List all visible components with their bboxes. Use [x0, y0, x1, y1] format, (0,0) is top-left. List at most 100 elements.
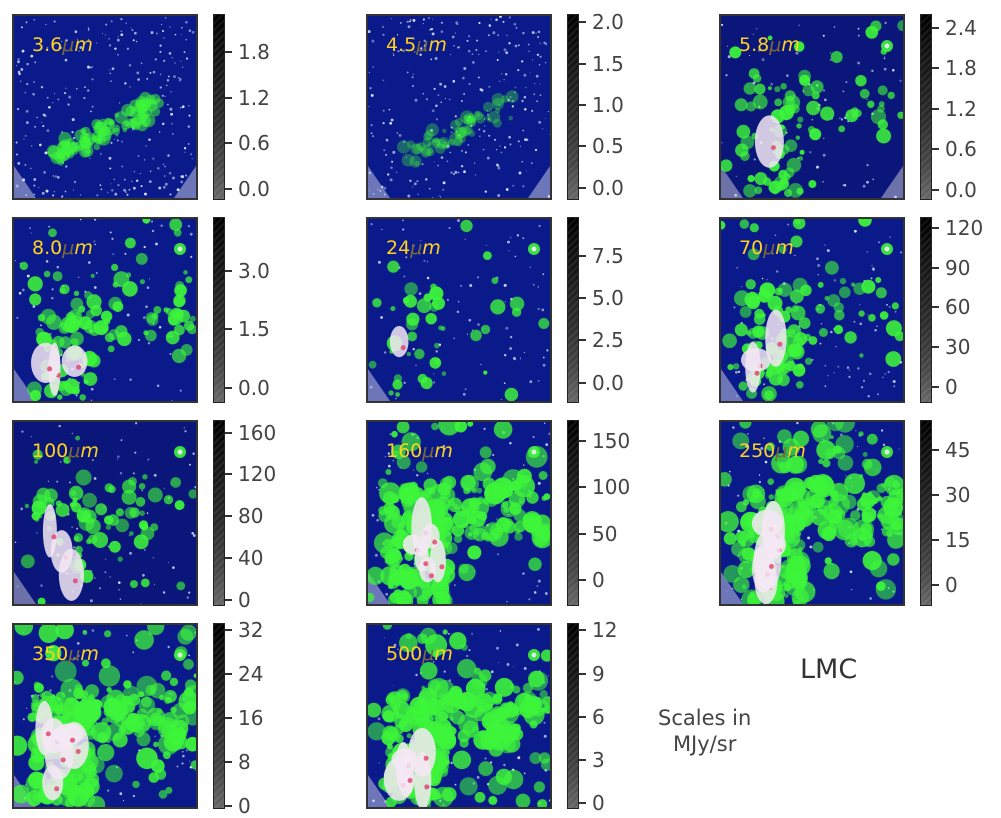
colorbar-tick-mark — [225, 717, 232, 720]
band-unit-m: m — [74, 237, 93, 259]
map-image — [14, 219, 196, 401]
map-image — [721, 16, 903, 198]
colorbar-tick-mark — [932, 266, 939, 269]
band-value: 350 — [32, 643, 69, 665]
scale-note: Scales in MJy/sr — [658, 705, 751, 757]
band-label: 8.0μm — [32, 237, 93, 259]
colorbar-tick-mark — [579, 62, 586, 65]
colorbar-tick-label: 50 — [592, 521, 618, 546]
band-unit-mu: μ — [416, 34, 429, 56]
colorbar-3.6 — [213, 14, 225, 200]
colorbar-tick-label: 5.0 — [592, 286, 624, 311]
band-label: 500μm — [386, 643, 453, 665]
colorbar-tick-label: 1.8 — [238, 40, 270, 64]
colorbar-tick-label: 0 — [945, 573, 958, 597]
map-image — [14, 625, 196, 807]
map-panel-8.0: 8.0μm — [12, 217, 198, 403]
colorbar-tick-label: 0.5 — [592, 134, 624, 159]
band-unit-mu: μ — [422, 440, 435, 462]
colorbar-tick-mark — [932, 449, 939, 451]
colorbar-tick-label: 80 — [238, 504, 264, 529]
colorbar-tick-mark — [579, 254, 586, 257]
colorbar-tick-mark — [932, 26, 939, 29]
band-unit-m: m — [434, 643, 453, 665]
band-unit-m: m — [775, 237, 794, 259]
band-unit-m: m — [428, 34, 447, 56]
colorbar-350 — [213, 623, 225, 809]
band-unit-mu: μ — [422, 643, 435, 665]
band-label: 3.6μm — [32, 34, 93, 56]
band-label: 100μm — [32, 440, 99, 462]
colorbar-tick-mark — [932, 386, 939, 389]
colorbar-tick-label: 150 — [592, 428, 631, 453]
band-value: 500 — [386, 643, 423, 665]
colorbar-tick-mark — [579, 297, 586, 300]
colorbar-tick-label: 24 — [238, 662, 264, 687]
band-value: 100 — [32, 440, 69, 462]
map-panel-500: 500μm — [366, 623, 552, 809]
colorbar-tick-mark — [225, 598, 232, 601]
map-panel-3.6: 3.6μm — [12, 14, 198, 200]
band-unit-m: m — [80, 643, 99, 665]
map-panel-100: 100μm — [12, 420, 198, 606]
band-value: 250 — [739, 440, 776, 462]
map-image — [368, 422, 550, 604]
colorbar-tick-label: 0.6 — [945, 137, 977, 162]
colorbar-tick-label: 0.6 — [238, 131, 270, 156]
colorbar-tick-label: 0.0 — [238, 375, 270, 400]
colorbar-tick-label: 60 — [945, 295, 971, 320]
colorbar-tick-mark — [932, 188, 939, 191]
colorbar-tick-label: 0.0 — [238, 176, 270, 201]
colorbar-tick-label: 3.0 — [238, 259, 270, 284]
colorbar-tick-mark — [225, 386, 232, 389]
colorbar-tick-label: 32 — [238, 618, 264, 643]
band-value: 8.0 — [32, 237, 63, 259]
colorbar-100 — [213, 420, 225, 606]
colorbar-tick-label: 45 — [945, 438, 971, 462]
map-panel-4.5: 4.5μm — [366, 14, 552, 200]
colorbar-tick-mark — [225, 96, 232, 99]
colorbar-tick-mark — [579, 145, 586, 148]
band-label: 160μm — [386, 440, 453, 462]
colorbar-tick-mark — [579, 186, 586, 189]
band-value: 24 — [386, 237, 411, 259]
band-label: 24μm — [386, 237, 441, 259]
band-value: 160 — [386, 440, 423, 462]
colorbar-tick-mark — [225, 270, 232, 273]
colorbar-tick-label: 0 — [238, 794, 251, 818]
colorbar-tick-label: 1.8 — [945, 56, 977, 81]
colorbar-tick-label: 1.5 — [238, 317, 270, 342]
colorbar-8.0 — [213, 217, 225, 403]
colorbar-tick-mark — [225, 556, 232, 559]
colorbar-tick-mark — [579, 381, 586, 384]
colorbar-tick-mark — [225, 51, 232, 53]
band-unit-mu: μ — [769, 34, 782, 56]
colorbar-tick-label: 1.5 — [592, 51, 624, 76]
colorbar-tick-label: 6 — [592, 704, 605, 729]
colorbar-tick-mark — [932, 148, 939, 151]
colorbar-tick-mark — [225, 187, 232, 190]
colorbar-tick-mark — [579, 715, 586, 718]
colorbar-tick-mark — [225, 431, 232, 434]
colorbar-tick-label: 160 — [238, 420, 277, 445]
map-panel-160: 160μm — [366, 420, 552, 606]
map-image — [14, 16, 196, 198]
band-label: 350μm — [32, 643, 99, 665]
colorbar-tick-label: 1.0 — [592, 92, 624, 117]
band-label: 4.5μm — [386, 34, 447, 56]
colorbar-tick-label: 100 — [592, 475, 631, 499]
scale-note-line-1: Scales in — [658, 706, 752, 730]
colorbar-tick-mark — [225, 629, 232, 632]
colorbar-tick-label: 7.5 — [592, 243, 624, 268]
colorbar-tick-label: 2.4 — [945, 15, 977, 40]
scale-note-line-2: MJy/sr — [672, 732, 737, 756]
band-label: 5.8μm — [739, 34, 800, 56]
map-panel-350: 350μm — [12, 623, 198, 809]
colorbar-5.8 — [920, 14, 932, 200]
band-unit-mu: μ — [410, 237, 423, 259]
colorbar-tick-label: 90 — [945, 255, 971, 280]
colorbar-tick-label: 0.0 — [592, 175, 624, 200]
colorbar-tick-mark — [579, 629, 586, 632]
colorbar-tick-mark — [225, 473, 232, 476]
colorbar-tick-label: 120 — [945, 215, 984, 240]
